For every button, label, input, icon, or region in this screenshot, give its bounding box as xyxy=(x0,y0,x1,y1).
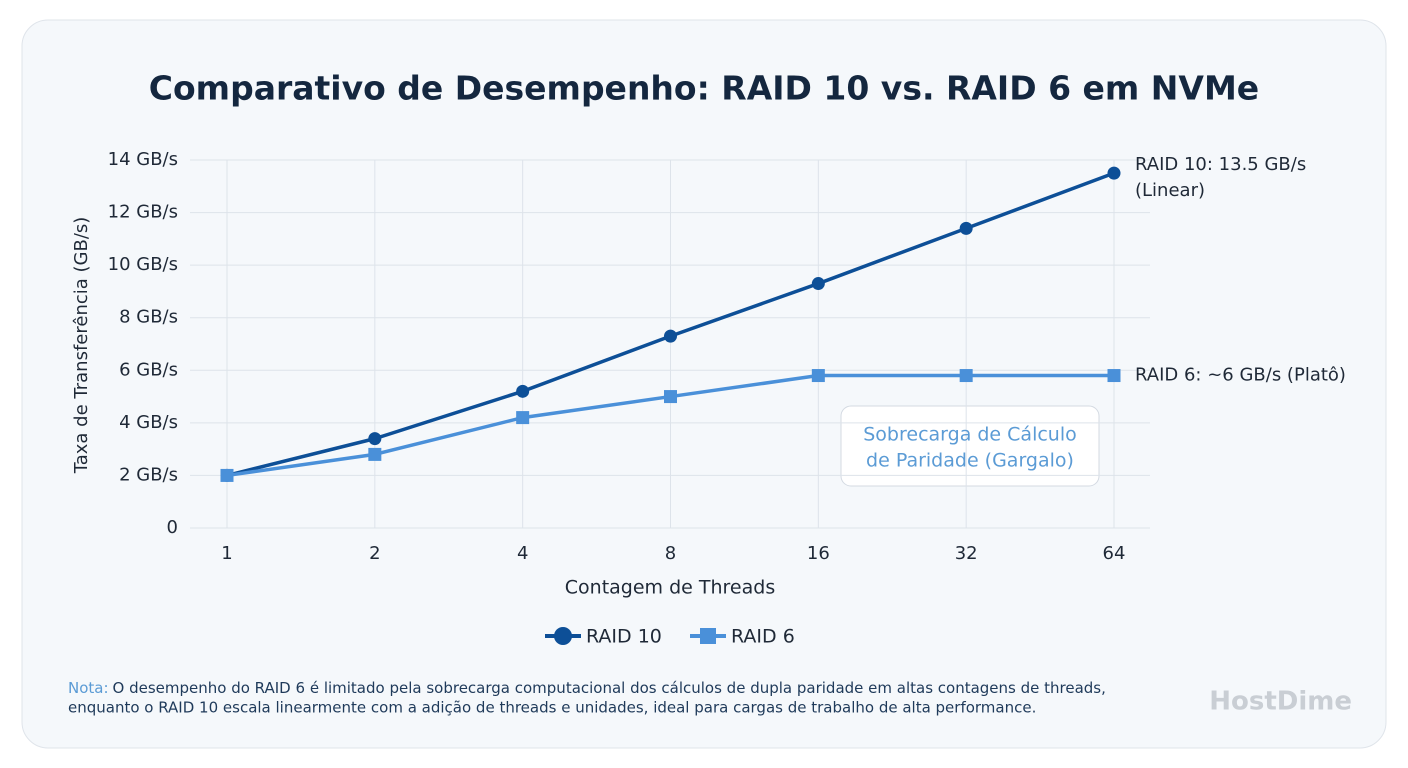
y-tick-label: 2 GB/s xyxy=(119,464,178,485)
y-axis-label: Taxa de Transferência (GB/s) xyxy=(71,217,92,475)
brand: HostDime xyxy=(1209,687,1352,717)
data-point xyxy=(811,369,825,383)
x-tick-label: 16 xyxy=(807,543,830,564)
end-label: (Linear) xyxy=(1135,180,1205,201)
callout-text: Sobrecarga de Cálculo xyxy=(863,424,1077,446)
note: Nota: O desempenho do RAID 6 é limitado p… xyxy=(68,679,1106,697)
x-tick-label: 32 xyxy=(955,543,978,564)
legend-label: RAID 10 xyxy=(586,626,662,648)
y-tick-label: 10 GB/s xyxy=(108,254,178,275)
data-point xyxy=(516,411,530,425)
data-point xyxy=(516,384,530,398)
x-tick-label: 8 xyxy=(665,543,676,564)
y-tick-label: 8 GB/s xyxy=(119,307,178,328)
callout-box xyxy=(840,405,1100,487)
end-label: RAID 6: ~6 GB/s (Platô) xyxy=(1135,365,1346,386)
chart-title: Comparativo de Desempenho: RAID 10 vs. R… xyxy=(149,69,1259,108)
y-tick-label: 14 GB/s xyxy=(108,149,178,170)
x-tick-label: 4 xyxy=(517,543,528,564)
legend-marker xyxy=(554,627,572,645)
data-point xyxy=(959,369,973,383)
data-point xyxy=(220,468,234,482)
data-point xyxy=(811,277,825,291)
x-tick-label: 1 xyxy=(221,543,232,564)
note-text: O desempenho do RAID 6 é limitado pela s… xyxy=(113,679,1106,697)
data-point xyxy=(368,432,382,446)
data-point xyxy=(664,390,677,404)
x-axis-label: Contagem de Threads xyxy=(565,577,775,599)
data-point xyxy=(664,329,677,343)
note-label: Nota: xyxy=(68,679,109,697)
y-tick-label: 6 GB/s xyxy=(119,359,178,380)
data-point xyxy=(1107,166,1121,180)
card xyxy=(21,19,1387,749)
callout-text: de Paridade (Gargalo) xyxy=(866,450,1074,472)
end-label: RAID 10: 13.5 GB/s xyxy=(1135,154,1306,175)
legend-marker xyxy=(700,628,716,644)
data-point xyxy=(959,221,973,235)
x-tick-label: 64 xyxy=(1103,543,1126,564)
y-tick-label: 12 GB/s xyxy=(108,202,178,223)
y-tick-label: 0 xyxy=(167,517,178,538)
data-point xyxy=(1107,369,1121,383)
note-text: enquanto o RAID 10 escala linearmente co… xyxy=(68,699,1036,717)
x-tick-label: 2 xyxy=(369,543,380,564)
legend-label: RAID 6 xyxy=(731,626,795,648)
data-point xyxy=(368,447,382,461)
y-tick-label: 4 GB/s xyxy=(119,412,178,433)
